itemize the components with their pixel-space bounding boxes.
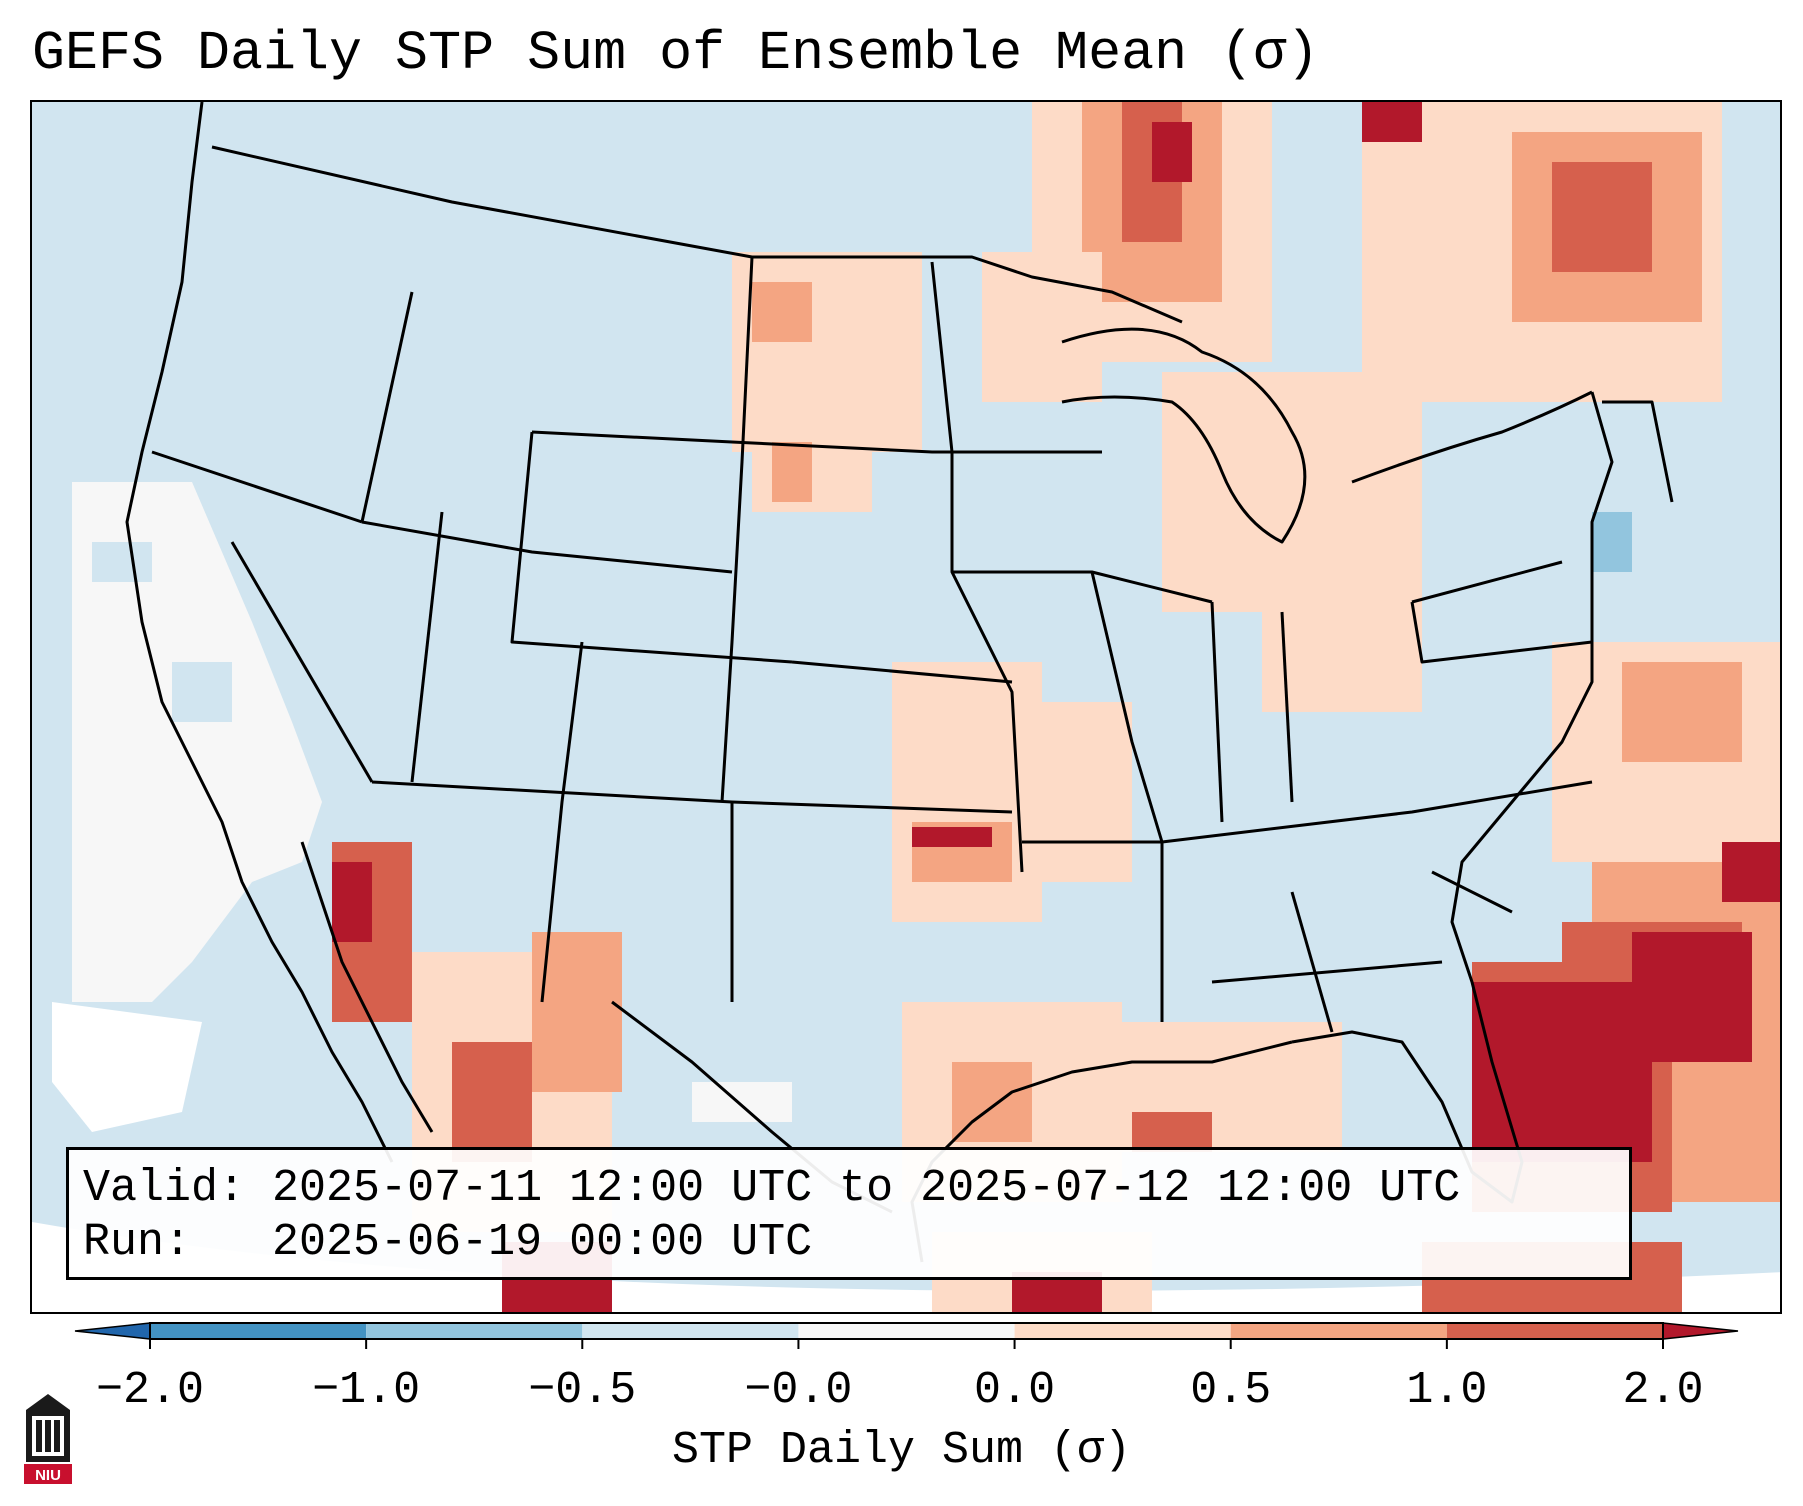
state-line (230, 541, 374, 783)
field-patch (452, 1042, 532, 1162)
colorbar (74, 1322, 1739, 1349)
colorbar-tick-label: −0.0 (744, 1365, 853, 1416)
state-line (1411, 560, 1563, 604)
colorbar-tick-label: 1.0 (1406, 1365, 1488, 1416)
state-line (410, 511, 444, 783)
field-patch (752, 282, 812, 342)
field-patch (772, 442, 812, 502)
field-patch (1592, 512, 1632, 572)
state-line (1161, 780, 1593, 844)
lake-ontario (1351, 390, 1593, 484)
state-line (1290, 891, 1334, 1033)
baja-coastline (300, 841, 434, 1133)
field-patch (92, 542, 152, 582)
state-line (1211, 960, 1443, 984)
colorbar-tick-label: −1.0 (312, 1365, 421, 1416)
field-patch (1152, 122, 1192, 182)
colorbar-segment (1230, 1323, 1447, 1339)
colorbar-segment (150, 1323, 367, 1339)
field-patch (912, 827, 992, 847)
colorbar-tick-label: −0.5 (528, 1365, 637, 1416)
field-patch (982, 252, 1102, 402)
colorbar-under-extension (74, 1322, 151, 1340)
anomaly-field (52, 102, 1780, 1312)
state-line (791, 660, 1013, 684)
run-label: Run: (83, 1217, 192, 1268)
state-line (1210, 601, 1224, 823)
field-patch (1552, 162, 1652, 272)
field-patch (1622, 662, 1742, 762)
niu-logo: NIU (24, 1394, 72, 1484)
state-line (531, 430, 1102, 454)
field-patch (1472, 982, 1652, 1162)
valid-label: Valid: (83, 1163, 246, 1214)
state-line (1410, 601, 1593, 664)
colorbar-segment (582, 1323, 799, 1339)
map-frame (30, 100, 1782, 1314)
state-line (540, 641, 584, 1003)
colorbar-tick-label: 2.0 (1622, 1365, 1704, 1416)
field-patch (1362, 102, 1422, 142)
colorbar-segment (366, 1323, 583, 1339)
state-line (720, 256, 754, 803)
state-line (361, 520, 733, 574)
colorbar-frame (149, 1322, 1664, 1340)
field-patch (1012, 702, 1132, 882)
state-line (510, 431, 793, 664)
field-patch (692, 1082, 792, 1122)
field-patch (332, 862, 372, 942)
state-line (1431, 870, 1513, 914)
west-coastline (125, 102, 394, 1163)
field-patch (1632, 932, 1752, 1062)
field-patch (72, 482, 322, 1002)
valid-run-info-box: Valid: 2025-07-11 12:00 UTC to 2025-07-1… (66, 1147, 1632, 1280)
colorbar-label: STP Daily Sum (σ) (671, 1425, 1132, 1476)
state-line (1090, 571, 1164, 843)
colorbar-tick-label: −2.0 (95, 1365, 205, 1416)
field-patch (1132, 1112, 1212, 1152)
field-patch (1262, 562, 1422, 712)
map-canvas (32, 102, 1780, 1312)
colorbar-tick-label: 0.5 (1190, 1365, 1272, 1416)
colorbar-segment (1446, 1323, 1663, 1339)
state-line (1602, 400, 1674, 503)
state-line (1280, 611, 1294, 803)
great-lakes (1061, 327, 1307, 544)
colorbar-tick-label: 0.0 (974, 1365, 1056, 1416)
us-canada-border (211, 145, 1183, 324)
map-title: GEFS Daily STP Sum of Ensemble Mean (σ) (32, 22, 1320, 85)
run-time: 2025-06-19 00:00 UTC (272, 1217, 813, 1268)
niu-logo-text: NIU (35, 1467, 61, 1484)
colorbar-over-extension (1662, 1322, 1739, 1340)
projection-edge (32, 1222, 1780, 1312)
colorbar-segment (1014, 1323, 1231, 1339)
field-patch (172, 662, 232, 722)
east-coastline (1291, 391, 1614, 1204)
field-patch (1722, 842, 1780, 902)
state-line (360, 291, 414, 523)
state-line (151, 450, 363, 524)
valid-time-range: 2025-07-11 12:00 UTC to 2025-07-12 12:00… (272, 1163, 1461, 1214)
colorbar-segment (798, 1323, 1015, 1339)
field-patch (52, 1002, 202, 1132)
